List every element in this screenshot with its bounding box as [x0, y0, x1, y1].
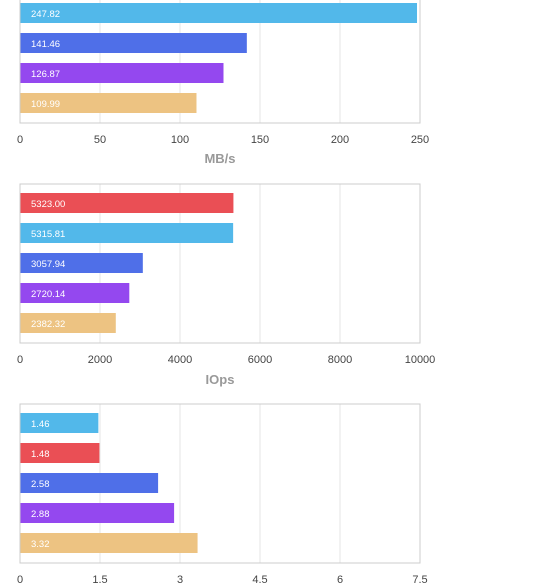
bar: [20, 193, 234, 213]
bar: [20, 93, 197, 113]
x-tick-label: 8000: [328, 354, 352, 366]
bar: [20, 283, 130, 303]
x-tick-label: 100: [171, 134, 189, 146]
x-tick-label: 200: [331, 134, 349, 146]
chart-panel-2: 5323.00 5315.81 3057.94 2720.14 2382.32 0 2000…: [17, 183, 436, 387]
bar-value-label: 2720.14: [31, 289, 65, 300]
bar-value-label: 5315.81: [31, 229, 65, 240]
x-tick-label: 4000: [168, 354, 192, 366]
bar: [20, 533, 198, 553]
bar: [20, 223, 234, 243]
x-tick-label: 0: [17, 354, 23, 366]
bar: [20, 3, 418, 23]
x-tick-label: 2000: [88, 354, 112, 366]
chart-panel-1: 247.82 141.46 126.87 109.99 0 50 100 150 200 250 M…: [17, 0, 429, 166]
x-axis-title: IOps: [206, 372, 235, 387]
bar: [20, 473, 159, 493]
x-tick-label: 250: [411, 134, 429, 146]
bar-value-label: 3057.94: [31, 259, 65, 270]
plot-frame: [19, 403, 421, 564]
bar: [20, 503, 175, 523]
x-tick-label: 1.5: [92, 574, 107, 585]
x-tick-label: 4.5: [252, 574, 267, 585]
bar-value-label: 2.88: [31, 509, 50, 520]
bar-value-label: 5323.00: [31, 199, 65, 210]
bar-value-label: 247.82: [31, 9, 60, 20]
x-axis-title: MB/s: [204, 151, 235, 166]
plot-frame: [19, 0, 421, 124]
bar: [20, 33, 247, 53]
bar: [20, 413, 99, 433]
bar: [20, 313, 116, 333]
x-tick-label: 10000: [405, 354, 436, 366]
x-tick-label: 7.5: [412, 574, 427, 585]
bar-value-label: 109.99: [31, 99, 60, 110]
chart-panel-3: 1.46 1.48 2.58 2.88 3.32 0 1.5 3 4.5 6 7.5: [17, 403, 428, 585]
bar-value-label: 1.48: [31, 449, 50, 460]
x-tick-label: 150: [251, 134, 269, 146]
bar: [20, 253, 143, 273]
x-tick-label: 6000: [248, 354, 272, 366]
bar-value-label: 141.46: [31, 39, 60, 50]
bar: [20, 63, 224, 83]
x-tick-label: 0: [17, 574, 23, 585]
bar-value-label: 2.58: [31, 479, 50, 490]
bar: [20, 443, 100, 463]
bar-value-label: 2382.32: [31, 319, 65, 330]
x-tick-label: 3: [177, 574, 183, 585]
x-tick-label: 50: [94, 134, 106, 146]
plot-frame: [19, 183, 421, 344]
x-tick-label: 0: [17, 134, 23, 146]
bar-value-label: 3.32: [31, 539, 50, 550]
bar-value-label: 1.46: [31, 419, 50, 430]
bar-value-label: 126.87: [31, 69, 60, 80]
x-tick-label: 6: [337, 574, 343, 585]
